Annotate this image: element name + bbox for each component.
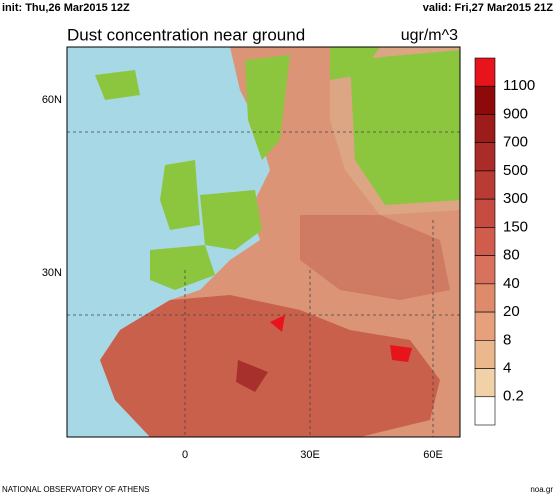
eastern-dust [300, 215, 450, 300]
dust-core [236, 360, 268, 392]
lat-label: 30N [42, 267, 62, 279]
iceland [95, 70, 140, 100]
green-area [150, 245, 215, 290]
colorbar-label: 300 [503, 190, 528, 207]
colorbar-label: 500 [503, 162, 528, 179]
colorbar-label: 0.2 [503, 388, 524, 405]
colorbar-swatch [474, 142, 496, 172]
colorbar-label: 4 [503, 360, 511, 377]
colorbar: 1100 900 700 500 300 150 80 40 20 8 4 0.2 [474, 57, 535, 426]
lon-label: 0 [182, 449, 188, 461]
dust-peak [270, 315, 285, 332]
lon-label: 60E [423, 449, 443, 461]
colorbar-swatch [474, 255, 496, 285]
colorbar-swatch [474, 311, 496, 341]
colorbar-swatch [474, 85, 496, 115]
colorbar-label: 700 [503, 134, 528, 151]
colorbar-swatch [474, 114, 496, 143]
footer-left: NATIONAL OBSERVATORY OF ATHENS [2, 485, 149, 494]
colorbar-swatch [474, 340, 496, 369]
map-frame [66, 46, 461, 438]
dust-peak [390, 345, 412, 362]
colorbar-label: 20 [503, 303, 520, 320]
colorbar-label: 1100 [503, 77, 535, 94]
lat-label: 60N [42, 94, 62, 106]
colorbar-swatch [474, 396, 496, 426]
colorbar-swatch [474, 57, 496, 87]
green-area [160, 160, 200, 230]
footer-right: noa.gr [530, 485, 553, 494]
colorbar-swatch [474, 198, 496, 228]
lon-label: 30E [300, 449, 320, 461]
colorbar-swatch [474, 283, 496, 313]
colorbar-label: 150 [503, 218, 528, 235]
colorbar-label: 40 [503, 275, 520, 292]
map [66, 46, 461, 438]
colorbar-label: 8 [503, 331, 511, 348]
colorbar-label: 900 [503, 105, 528, 122]
valid-time: valid: Fri,27 Mar2015 21Z [423, 2, 554, 14]
colorbar-swatch [474, 170, 496, 200]
init-time: init: Thu,26 Mar2015 12Z [2, 2, 130, 14]
green-area [245, 55, 290, 160]
colorbar-swatch [474, 227, 496, 256]
units: ugr/m^3 [401, 27, 458, 44]
colorbar-swatch [474, 368, 496, 398]
green-area [350, 50, 460, 205]
map-title: Dust concentration near ground [67, 25, 305, 44]
green-area [330, 47, 380, 80]
colorbar-label: 80 [503, 247, 520, 264]
green-area [200, 190, 262, 250]
